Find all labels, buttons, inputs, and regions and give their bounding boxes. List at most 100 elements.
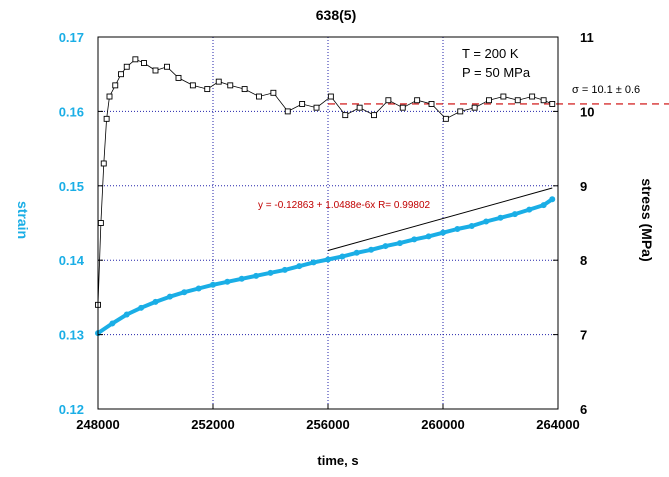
strain-point <box>181 289 188 296</box>
y-left-tick-label: 0.16 <box>59 104 84 119</box>
stress-point <box>500 93 507 100</box>
strain-point <box>310 259 317 266</box>
grid-layer <box>98 37 558 409</box>
stress-point <box>118 71 124 78</box>
strain-point <box>238 275 245 282</box>
y-right-tick-label: 11 <box>580 30 594 45</box>
y-left-tick-label: 0.14 <box>59 253 85 268</box>
sigma-annotation: σ = 10.1 ± 0.6 <box>572 84 640 96</box>
strain-point <box>267 269 274 276</box>
strain-point <box>281 266 288 273</box>
strain-point <box>497 214 504 221</box>
strain-point <box>152 298 159 305</box>
stress-point <box>204 86 211 93</box>
stress-point <box>164 63 170 70</box>
strain-point <box>353 249 360 256</box>
axis-layer: 248000 252000 256000 260000 264000 0.12 0.13 0.… <box>59 30 595 432</box>
strain-point <box>210 281 216 288</box>
stress-point <box>385 97 392 104</box>
stress-point <box>342 112 349 119</box>
stress-point <box>227 82 234 89</box>
stress-point <box>189 82 196 89</box>
strain-point <box>440 229 446 236</box>
chart-title: 638(5) <box>316 7 356 23</box>
strain-point <box>123 311 130 318</box>
stress-point <box>215 78 222 85</box>
stress-point <box>123 63 130 70</box>
stress-point <box>100 160 107 167</box>
strain-point <box>325 256 331 263</box>
stress-point <box>175 74 182 81</box>
strain-point <box>411 236 418 243</box>
y-right-tick-label: 9 <box>580 179 587 194</box>
strain-point <box>224 278 231 285</box>
strain-point <box>396 240 403 247</box>
y-left-tick-label: 0.15 <box>59 179 84 194</box>
stress-point <box>549 101 556 107</box>
strain-point <box>195 285 202 292</box>
y-left-tick-label: 0.12 <box>59 402 84 417</box>
stress-point <box>471 104 478 111</box>
y-left-tick-label: 0.13 <box>59 328 84 343</box>
stress-point <box>442 115 449 122</box>
stress-point <box>106 93 113 100</box>
stress-point <box>256 93 262 100</box>
strain-point <box>253 272 260 279</box>
strain-point <box>483 218 490 225</box>
stress-point <box>112 82 119 89</box>
strain-point <box>468 222 475 229</box>
stress-point <box>241 86 248 93</box>
y-right-tick-label: 10 <box>580 104 594 119</box>
fit-equation-annotation: y = -0.12863 + 1.0488e-6x R= 0.99802 <box>258 200 431 211</box>
strain-point <box>549 196 556 203</box>
fit-line <box>327 187 553 252</box>
plot-layer <box>95 56 669 337</box>
stress-point <box>428 101 435 107</box>
strain-point <box>540 202 547 209</box>
strain-point <box>526 206 533 213</box>
stress-point <box>299 101 306 107</box>
y-right-tick-label: 8 <box>580 253 587 268</box>
strain-point <box>109 320 116 327</box>
stress-point <box>414 97 421 104</box>
strain-point <box>296 263 303 270</box>
stress-series-line <box>97 58 553 305</box>
stress-point <box>327 93 334 100</box>
y-right-axis-label: stress (MPa) <box>639 178 655 261</box>
y-left-tick-label: 0.17 <box>59 30 84 45</box>
stress-point <box>103 115 110 122</box>
y-right-tick-label: 6 <box>580 402 587 417</box>
strain-point <box>454 225 461 232</box>
stress-point <box>313 104 320 111</box>
stress-point <box>97 220 104 226</box>
strain-point <box>166 293 173 300</box>
strain-point <box>511 211 518 218</box>
strain-point <box>425 233 432 240</box>
stress-point <box>514 97 521 104</box>
stress-point <box>486 97 492 104</box>
pressure-annotation: P = 50 MPa <box>462 65 531 80</box>
stress-point <box>540 97 547 104</box>
temperature-annotation: T = 200 K <box>462 46 519 61</box>
strain-point <box>138 304 145 311</box>
strain-point <box>339 253 346 260</box>
x-axis-label: time, s <box>317 453 358 468</box>
x-tick-label: 260000 <box>421 417 464 432</box>
stress-point <box>132 56 139 63</box>
stress-point <box>152 67 159 74</box>
stress-point <box>457 108 464 115</box>
strain-point <box>368 246 375 253</box>
strain-point <box>382 243 389 250</box>
stress-point <box>529 93 536 100</box>
stress-point <box>356 104 363 111</box>
x-tick-label: 248000 <box>76 417 119 432</box>
stress-point <box>284 108 291 115</box>
stress-point <box>399 104 406 111</box>
stress-point <box>371 112 377 119</box>
y-left-axis-label: strain <box>15 201 31 239</box>
y-right-tick-label: 7 <box>580 328 587 343</box>
x-tick-label: 256000 <box>306 417 349 432</box>
x-tick-label: 252000 <box>191 417 234 432</box>
